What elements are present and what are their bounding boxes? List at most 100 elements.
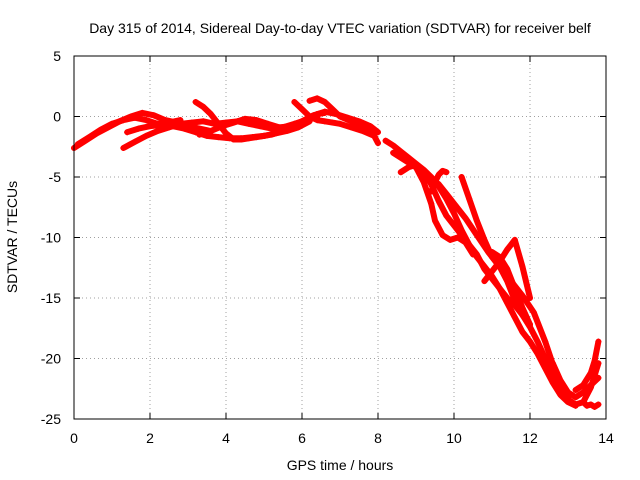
data-point [245, 135, 252, 142]
data-point [314, 95, 321, 102]
data-point [572, 394, 579, 401]
data-point [595, 401, 602, 408]
data-point [587, 401, 594, 408]
data-point [147, 123, 153, 130]
y-tick-label: -5 [49, 169, 62, 185]
data-point [223, 130, 229, 137]
data-point [253, 134, 260, 141]
x-tick-label: 4 [222, 430, 230, 446]
data-point [397, 169, 404, 176]
data-point [207, 111, 214, 118]
data-point [337, 113, 343, 120]
data-point [534, 350, 541, 357]
data-point [321, 98, 328, 105]
data-point [367, 123, 374, 130]
data-point [405, 164, 412, 171]
data-point [587, 370, 594, 377]
axis-ticks: 0 2 4 6 8 10 12 14 -25 -20 -15 -10 -5 0 5 [41, 48, 614, 446]
data-point [291, 98, 298, 105]
data-point [321, 108, 328, 115]
data-point [447, 236, 454, 243]
data-point [462, 239, 469, 246]
data-point [420, 167, 427, 174]
data-point [527, 295, 533, 301]
data-point [337, 120, 343, 127]
data-point [375, 129, 381, 136]
data-point [238, 136, 245, 143]
data-point [591, 357, 598, 364]
data-point [458, 174, 465, 180]
data-point [504, 246, 511, 253]
data-point [158, 121, 165, 128]
data-point [215, 134, 222, 141]
data-point [435, 198, 442, 205]
x-tick-label: 2 [146, 430, 154, 446]
data-point [299, 106, 305, 113]
data-point [375, 140, 381, 147]
data-point [454, 234, 461, 241]
data-point [432, 178, 438, 185]
data-point [511, 236, 518, 243]
data-point [299, 118, 305, 125]
data-point [348, 124, 355, 131]
data-point [188, 119, 195, 126]
data-point [143, 117, 150, 124]
x-axis-label: GPS time / hours [287, 457, 394, 473]
data-point [390, 149, 397, 156]
data-point [443, 190, 450, 197]
data-point [276, 124, 283, 131]
data-point [527, 321, 533, 328]
x-tick-label: 14 [598, 430, 614, 446]
x-tick-label: 8 [374, 430, 382, 446]
data-point [390, 142, 397, 149]
data-point [420, 178, 427, 185]
data-series [71, 95, 602, 410]
series-trace-12 [413, 164, 476, 258]
data-point [135, 125, 142, 132]
series-trace-19 [572, 338, 602, 393]
data-point [131, 114, 138, 121]
series-band [306, 95, 378, 139]
y-axis-label: SDTVAR / TECUs [4, 181, 20, 293]
x-tick-label: 0 [70, 430, 78, 446]
data-point [306, 113, 313, 120]
data-point [496, 253, 503, 260]
data-point [473, 217, 480, 224]
data-point [489, 249, 495, 256]
data-point [462, 215, 469, 222]
data-point [504, 295, 511, 301]
data-point [321, 118, 328, 125]
data-point [443, 212, 450, 219]
data-point [496, 285, 503, 292]
data-point [527, 338, 533, 345]
data-point [534, 338, 541, 345]
data-point [591, 403, 598, 410]
data-point [200, 118, 207, 125]
data-point [268, 131, 275, 138]
data-point [439, 167, 446, 174]
data-point [329, 119, 336, 126]
data-point [572, 386, 579, 393]
data-point [451, 200, 457, 207]
data-point [413, 164, 419, 171]
chart-title: Day 315 of 2014, Sidereal Day-to-day VTE… [89, 20, 591, 36]
data-point [470, 251, 476, 258]
data-point [314, 117, 321, 124]
data-point [242, 115, 248, 122]
data-point [359, 124, 366, 131]
series-trace-16 [489, 249, 533, 328]
data-point [519, 304, 526, 311]
data-point [428, 188, 435, 195]
data-point [371, 132, 378, 139]
data-point [192, 98, 199, 105]
data-point [139, 109, 146, 116]
data-point [565, 389, 571, 396]
x-tick-label: 10 [446, 430, 462, 446]
data-point [557, 386, 564, 393]
data-point [261, 132, 267, 139]
series-band [458, 174, 579, 408]
series-trace-8 [306, 95, 378, 139]
data-point [565, 396, 571, 403]
data-point [306, 97, 313, 104]
data-point [584, 402, 590, 409]
